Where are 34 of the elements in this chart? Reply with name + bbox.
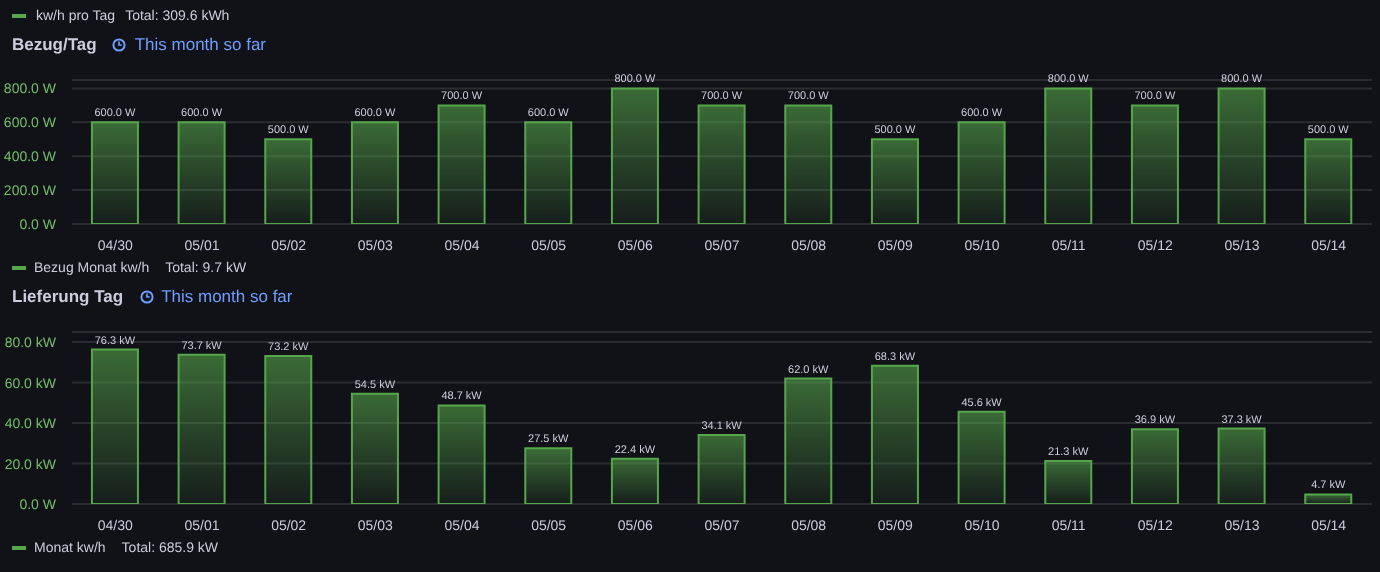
bar: [177, 353, 226, 504]
chart-subtitle: This month so far: [132, 34, 267, 54]
bar: [870, 364, 919, 504]
bar: [350, 392, 399, 504]
bar: [524, 121, 573, 224]
bar: [1217, 87, 1266, 224]
bar: [697, 104, 746, 224]
bar: [1304, 138, 1353, 224]
bar: [90, 121, 139, 224]
bar: [1304, 493, 1353, 504]
bar: [957, 410, 1006, 504]
chart-title: Lieferung Tag: [12, 286, 124, 306]
bar: [610, 87, 659, 224]
bar: [437, 104, 486, 224]
bar: [957, 121, 1006, 224]
bar: [870, 138, 919, 224]
bar: [1044, 87, 1093, 224]
bar: [524, 447, 573, 504]
bar: [1130, 104, 1179, 224]
bar: [784, 377, 833, 504]
bar: [350, 121, 399, 224]
bar: [1044, 459, 1093, 504]
bar: [610, 457, 659, 504]
bar: [264, 138, 313, 224]
bar: [264, 354, 313, 504]
chart-title: Bezug/Tag: [12, 34, 97, 54]
chart-subtitle: This month so far: [159, 286, 293, 306]
bar: [437, 404, 486, 504]
bar: [1130, 428, 1179, 504]
bar: [177, 121, 226, 224]
bar: [697, 434, 746, 504]
bar: [784, 104, 833, 224]
bar: [1217, 427, 1266, 504]
bar: [90, 348, 139, 504]
